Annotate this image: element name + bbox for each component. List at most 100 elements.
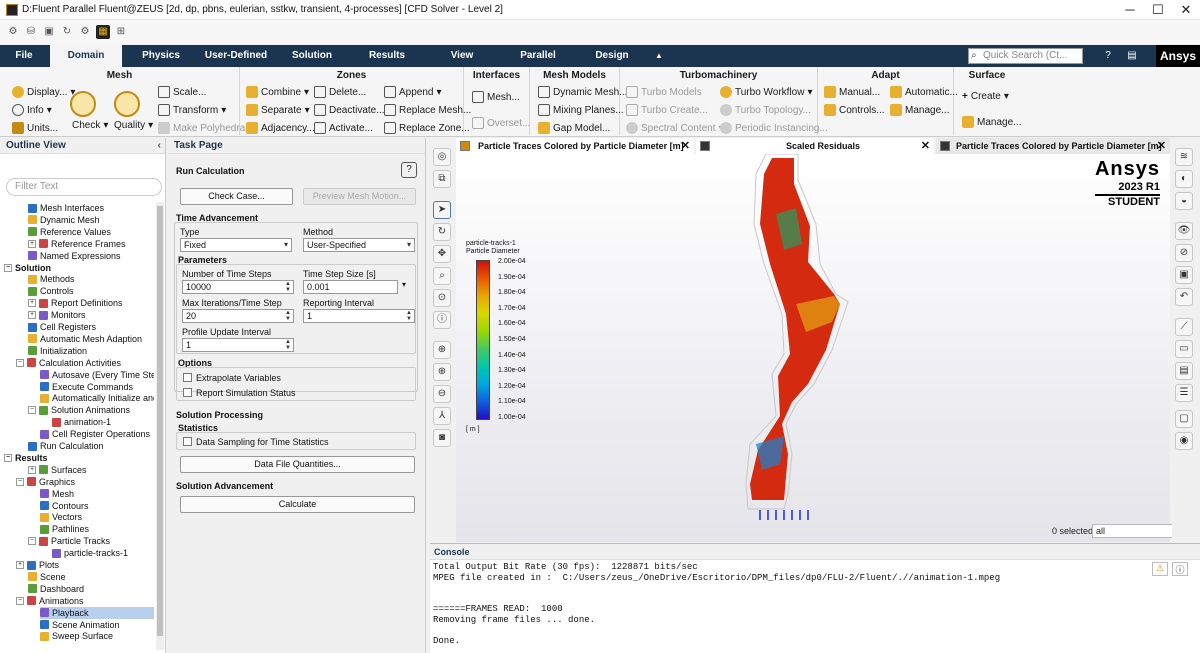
gap-model-button[interactable]: Gap Model... [538,122,610,134]
tree-item[interactable]: + Reference Frames [28,238,154,250]
tab-particle-traces-1[interactable]: Particle Traces Colored by Particle Diam… [456,138,694,154]
collapse-icon[interactable]: − [4,263,12,272]
slider-icon[interactable]: ▭ [1175,340,1193,358]
report-status-checkbox[interactable] [183,388,192,397]
spinner-icon[interactable]: ▲ ▼ [406,310,412,322]
camera-icon[interactable]: ◙ [433,429,451,447]
tree-item[interactable]: Dynamic Mesh [28,214,154,226]
tab-solution[interactable]: Solution [292,50,332,61]
interface-mesh-button[interactable]: Mesh... [472,91,520,103]
tree-item[interactable]: Methods [28,273,154,285]
tree-item[interactable]: − Calculation Activities [16,357,154,369]
adapt-manage-button[interactable]: Manage... [890,104,949,116]
dynamic-mesh-button[interactable]: Dynamic Mesh... [538,86,627,98]
close-button[interactable]: ✕ [1180,2,1192,17]
tab-particle-traces-2[interactable]: Particle Traces Colored by Particle Diam… [936,138,1170,154]
rotate-icon[interactable]: ↻ [433,223,451,241]
n-time-steps-input[interactable]: 10000 ▲ ▼ [182,280,294,294]
help-icon[interactable]: ? [401,162,417,178]
units-button[interactable]: Units... [12,122,58,134]
check-button[interactable]: Check ▾ [72,120,109,131]
expand-icon[interactable]: + [28,465,36,474]
pan-icon[interactable]: ✥ [433,245,451,263]
close-tab-icon[interactable]: ✕ [920,140,930,152]
type-select[interactable]: Fixed ▾ [180,238,292,252]
tree-item[interactable]: Run Calculation [28,440,154,452]
scale-button[interactable]: Scale... [158,86,206,98]
mixing-planes-button[interactable]: Mixing Planes... [538,104,624,116]
automatic-adapt-button[interactable]: Automatic... [890,86,958,98]
tree-item[interactable]: + Surfaces [28,464,154,476]
turbo-workflow-button[interactable]: Turbo Workflow ▾ [720,86,813,98]
close-tab-icon[interactable]: ✕ [680,140,690,152]
replace-zone-button[interactable]: Replace Zone... [384,122,470,134]
tree-item[interactable]: Scene Animation [40,619,154,631]
spinner-icon[interactable]: ▲ ▼ [285,281,291,293]
undo-icon[interactable]: ↶ [1175,288,1193,306]
view-icon[interactable]: 👁 [1175,222,1193,240]
zoom-in-icon[interactable]: ⊕ [433,363,451,381]
overset-button[interactable]: Overset... [472,117,530,129]
separate-button[interactable]: Separate ▾ [246,104,310,116]
profile-update-input[interactable]: 1 ▲ ▼ [182,338,294,352]
check-case-button[interactable]: Check Case... [180,188,293,205]
expand-icon[interactable]: + [28,299,36,308]
window-icon[interactable]: ▢ [1175,410,1193,428]
collapse-icon[interactable]: − [28,406,36,415]
time-step-size-input[interactable]: 0.001 [303,280,398,294]
tree-item[interactable]: Sweep Surface [40,630,154,642]
visibility-icon[interactable]: ⊘ [1175,244,1193,262]
tree-item[interactable]: + Plots [16,559,154,571]
tree-item[interactable]: Cell Registers [28,321,154,333]
grid-icon[interactable]: ⊞ [116,26,126,37]
periodic-instancing-button[interactable]: Periodic Instancing... [720,122,828,134]
tree-item[interactable]: Scene [28,571,154,583]
tab-physics[interactable]: Physics [142,50,180,61]
tree-item[interactable]: Execute Commands [40,381,154,393]
data-file-quantities-button[interactable]: Data File Quantities... [180,456,415,473]
tree-item[interactable]: + Report Definitions [28,297,154,309]
zoom-icon[interactable]: ⊙ [433,289,451,307]
tree-item[interactable]: Autosave (Every Time Steps) [40,369,154,381]
tree-item[interactable]: animation-1 [52,416,154,428]
outline-scrollbar[interactable] [156,202,164,650]
vectors-icon[interactable]: ◐ [1175,170,1193,188]
tab-view[interactable]: View [450,50,474,61]
turbo-models-button[interactable]: Turbo Models [626,86,702,98]
tree-item[interactable]: Vectors [40,511,154,523]
contours-icon[interactable]: ≋ [1175,148,1193,166]
tab-user-defined[interactable]: User-Defined [204,50,268,61]
tree-item[interactable]: − Animations [16,595,154,607]
graphics-viewport[interactable]: particle-tracks-1 Particle Diameter 2.00… [456,154,1196,542]
tree-item[interactable]: − Results [4,452,154,464]
adapt-controls-button[interactable]: Controls... [824,104,885,116]
quick-search-input[interactable]: ⌕ Quick Search (Ct... [968,48,1083,64]
manual-adapt-button[interactable]: Manual... [824,86,880,98]
tab-scaled-residuals[interactable]: Scaled Residuals ✕ [696,138,934,154]
tree-item[interactable]: Playback [40,606,154,619]
record-icon[interactable]: ◉ [1175,432,1193,450]
tree-item[interactable]: Named Expressions [28,250,154,262]
info-button[interactable]: Info ▾ [12,104,52,116]
plot-icon[interactable]: ⟋ [1175,318,1193,336]
tree-item[interactable]: − Solution Animations [28,404,154,416]
collapse-icon[interactable]: − [4,453,12,462]
expand-icon[interactable]: + [28,311,36,320]
extrapolate-checkbox[interactable] [183,373,192,382]
spinner-icon[interactable]: ▲ ▼ [285,310,291,322]
tree-item[interactable]: + Monitors [28,309,154,321]
copy-view-icon[interactable]: ⧉ [433,170,451,188]
zoom-out-icon[interactable]: ⊖ [433,385,451,403]
fit-to-window-icon[interactable]: ⊕ [433,341,451,359]
info-icon[interactable]: ⓘ [1172,562,1188,576]
tree-item[interactable]: Mesh [40,488,154,500]
preview-mesh-motion-button[interactable]: Preview Mesh Motion... [303,188,416,205]
tree-item[interactable]: Initialization [28,345,154,357]
help-icon[interactable]: ? [1105,50,1111,61]
pathlines-icon[interactable]: ◒ [1175,192,1193,210]
tree-item[interactable]: Contours [40,500,154,512]
tab-domain[interactable]: Domain [50,43,122,67]
collapse-icon[interactable]: − [16,477,24,486]
tree-item[interactable]: Automatically Initialize and [40,392,154,404]
collapse-panel-icon[interactable]: ‹ [157,140,161,151]
